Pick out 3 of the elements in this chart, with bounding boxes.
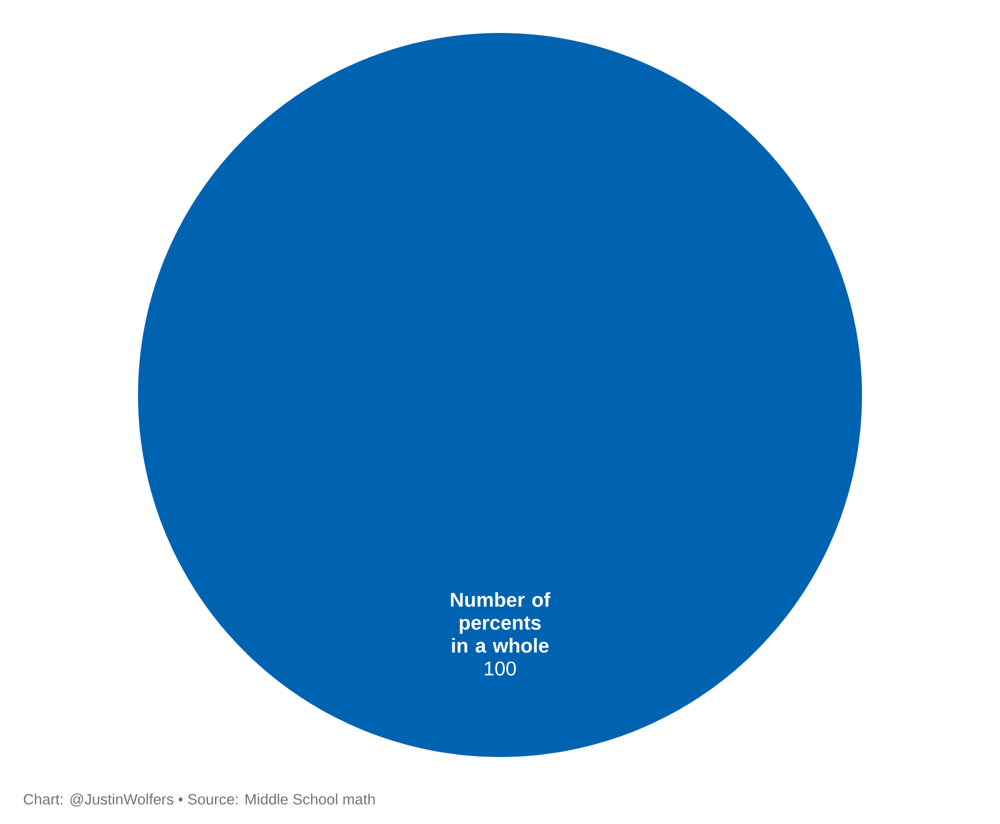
data-label: 100	[484, 662, 516, 676]
slice-label: Number of percents in a whole	[450, 592, 550, 653]
text: Chart: @JustinWolfers • Source: Middle School math	[24, 794, 375, 806]
